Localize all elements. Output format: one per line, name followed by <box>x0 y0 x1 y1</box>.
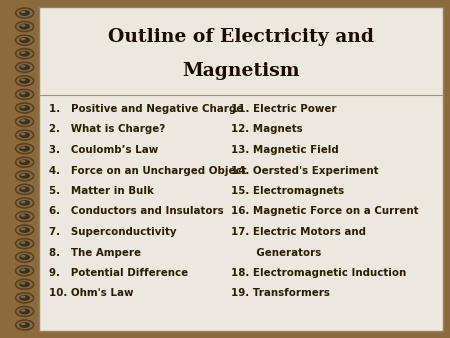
Ellipse shape <box>19 37 30 43</box>
Text: Magnetism: Magnetism <box>182 62 300 80</box>
Ellipse shape <box>21 11 26 13</box>
Text: Outline of Electricity and: Outline of Electricity and <box>108 28 374 46</box>
Ellipse shape <box>21 78 26 81</box>
Text: 15. Electromagnets: 15. Electromagnets <box>231 186 344 196</box>
Ellipse shape <box>21 241 26 244</box>
Ellipse shape <box>19 309 30 314</box>
Ellipse shape <box>21 201 26 203</box>
Ellipse shape <box>21 323 26 325</box>
Ellipse shape <box>21 38 26 40</box>
Ellipse shape <box>19 105 30 111</box>
Ellipse shape <box>21 146 26 149</box>
Ellipse shape <box>19 186 30 192</box>
Ellipse shape <box>19 200 30 206</box>
Text: Generators: Generators <box>231 247 321 258</box>
Ellipse shape <box>21 119 26 122</box>
Ellipse shape <box>21 92 26 95</box>
Ellipse shape <box>19 10 30 16</box>
Ellipse shape <box>21 268 26 271</box>
Ellipse shape <box>21 228 26 230</box>
Text: 11. Electric Power: 11. Electric Power <box>231 104 337 114</box>
Text: 12. Magnets: 12. Magnets <box>231 124 302 135</box>
Text: 3.   Coulomb’s Law: 3. Coulomb’s Law <box>49 145 158 155</box>
Ellipse shape <box>21 51 26 54</box>
Ellipse shape <box>19 24 30 29</box>
Ellipse shape <box>19 254 30 260</box>
Ellipse shape <box>19 119 30 124</box>
Text: 2.   What is Charge?: 2. What is Charge? <box>49 124 165 135</box>
Text: 1.   Positive and Negative Charge: 1. Positive and Negative Charge <box>49 104 243 114</box>
Text: 9.   Potential Difference: 9. Potential Difference <box>49 268 188 278</box>
Ellipse shape <box>19 51 30 57</box>
Ellipse shape <box>19 227 30 233</box>
Ellipse shape <box>21 24 26 27</box>
Ellipse shape <box>19 268 30 274</box>
Ellipse shape <box>19 159 30 165</box>
Ellipse shape <box>21 309 26 312</box>
Ellipse shape <box>21 296 26 298</box>
Bar <box>39 7 443 331</box>
Ellipse shape <box>19 146 30 152</box>
Text: 13. Magnetic Field: 13. Magnetic Field <box>231 145 339 155</box>
Text: 8.   The Ampere: 8. The Ampere <box>49 247 141 258</box>
Ellipse shape <box>19 91 30 97</box>
Ellipse shape <box>19 295 30 301</box>
Ellipse shape <box>21 65 26 68</box>
Text: 14. Oersted's Experiment: 14. Oersted's Experiment <box>231 166 378 175</box>
Ellipse shape <box>19 322 30 328</box>
Ellipse shape <box>21 214 26 217</box>
Ellipse shape <box>21 106 26 108</box>
Text: 7.   Superconductivity: 7. Superconductivity <box>49 227 176 237</box>
Ellipse shape <box>19 281 30 287</box>
Ellipse shape <box>21 255 26 258</box>
Text: 16. Magnetic Force on a Current: 16. Magnetic Force on a Current <box>231 207 418 217</box>
Ellipse shape <box>19 132 30 138</box>
Text: 17. Electric Motors and: 17. Electric Motors and <box>231 227 366 237</box>
Text: 18. Electromagnetic Induction: 18. Electromagnetic Induction <box>231 268 406 278</box>
Ellipse shape <box>21 282 26 285</box>
Ellipse shape <box>21 133 26 135</box>
Ellipse shape <box>21 160 26 163</box>
Ellipse shape <box>21 173 26 176</box>
Ellipse shape <box>21 187 26 190</box>
Ellipse shape <box>19 214 30 219</box>
Text: 4.   Force on an Uncharged Object: 4. Force on an Uncharged Object <box>49 166 247 175</box>
Ellipse shape <box>19 173 30 179</box>
Text: 10. Ohm's Law: 10. Ohm's Law <box>49 289 134 298</box>
Text: 19. Transformers: 19. Transformers <box>231 289 330 298</box>
Text: 6.   Conductors and Insulators: 6. Conductors and Insulators <box>49 207 224 217</box>
Text: 5.   Matter in Bulk: 5. Matter in Bulk <box>49 186 154 196</box>
Ellipse shape <box>19 78 30 84</box>
Ellipse shape <box>19 64 30 70</box>
Ellipse shape <box>19 241 30 247</box>
